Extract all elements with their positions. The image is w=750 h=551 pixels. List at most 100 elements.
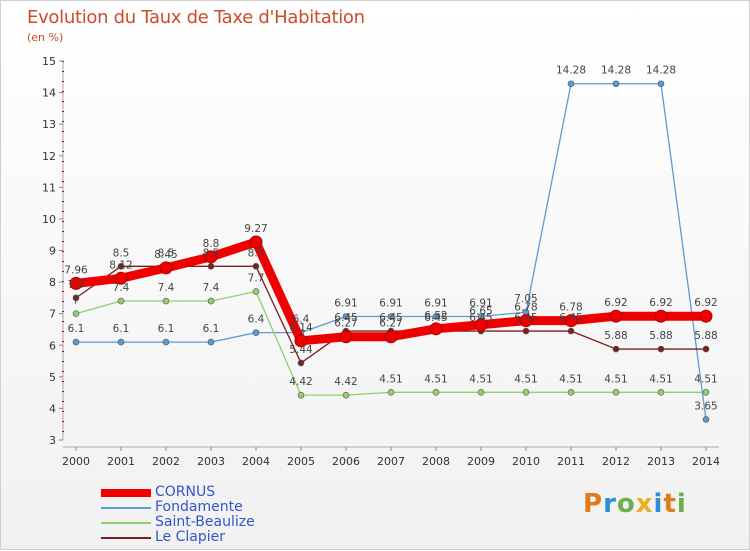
data-label: 5.88 <box>649 330 672 342</box>
x-tick-label: 2013 <box>647 455 675 468</box>
data-label: 6.1 <box>113 323 130 335</box>
y-tick-label: 4 <box>49 402 56 415</box>
data-point <box>297 391 305 399</box>
data-label: 8.5 <box>248 247 265 259</box>
data-label: 6.14 <box>289 322 313 334</box>
data-point <box>432 313 440 320</box>
x-tick-label: 2004 <box>242 455 270 468</box>
x-tick-label: 2012 <box>602 455 630 468</box>
y-unit-label: (en %) <box>27 31 64 44</box>
data-label: 6.92 <box>649 297 672 309</box>
data-label: 8.5 <box>113 247 130 259</box>
data-point <box>612 389 620 396</box>
x-tick-label: 2011 <box>557 455 585 468</box>
data-point <box>252 262 260 270</box>
data-label: 5.44 <box>289 344 313 356</box>
data-label: 6.45 <box>334 312 357 324</box>
data-point <box>657 345 665 353</box>
logo-letter: t <box>663 489 677 519</box>
data-label: 4.42 <box>289 376 312 388</box>
legend-swatch <box>101 507 151 509</box>
data-point <box>477 389 485 396</box>
legend-label: Le Clapier <box>155 529 226 545</box>
data-label: 7.4 <box>203 282 220 294</box>
logo-letter: i <box>653 489 664 519</box>
data-label: 4.51 <box>379 373 402 385</box>
data-point <box>654 309 668 323</box>
data-label: 6.27 <box>334 318 357 330</box>
y-tick-label: 13 <box>42 118 56 131</box>
data-point <box>429 322 443 336</box>
data-label: 14.28 <box>556 65 586 77</box>
y-tick-label: 9 <box>49 245 56 258</box>
x-tick-label: 2009 <box>467 455 495 468</box>
data-point <box>252 288 260 295</box>
y-tick-label: 3 <box>49 434 56 447</box>
data-label: 6.27 <box>379 318 402 330</box>
series-layer <box>69 80 713 423</box>
data-label: 6.45 <box>559 312 582 324</box>
data-point <box>207 338 215 346</box>
y-tick-label: 6 <box>49 339 56 352</box>
data-point <box>114 271 128 285</box>
data-point <box>72 310 80 317</box>
data-label: 7.5 <box>68 279 85 291</box>
data-label: 7 <box>73 295 80 307</box>
data-label: 4.51 <box>604 373 627 385</box>
data-label: 6.45 <box>514 312 537 324</box>
data-label: 6.45 <box>469 312 492 324</box>
x-tick-label: 2005 <box>287 455 315 468</box>
axes: 3 4 5 6 7 8 9 10 11 12 13 14 15 2000 2001 2002 2003 2004 2… <box>42 55 720 468</box>
data-point <box>252 329 260 336</box>
data-point <box>702 345 710 353</box>
data-point <box>657 389 665 396</box>
x-tick-label: 2002 <box>152 455 180 468</box>
data-point <box>567 80 575 88</box>
data-label: 7.96 <box>64 264 88 276</box>
data-label: 9.27 <box>244 223 267 235</box>
data-label: 6.91 <box>424 298 447 310</box>
y-tick-label: 12 <box>42 150 56 163</box>
legend-label: Fondamente <box>155 499 243 515</box>
data-label: 6.78 <box>514 302 537 314</box>
data-label: 6.65 <box>469 306 492 318</box>
legend-label: Saint-Beaulize <box>155 514 255 530</box>
logo-letter: P <box>583 489 604 519</box>
x-tick-label: 2007 <box>377 455 405 468</box>
data-label: 4.51 <box>514 373 537 385</box>
data-label: 6.91 <box>469 298 492 310</box>
data-label: 5.88 <box>694 330 717 342</box>
data-point <box>657 80 665 88</box>
data-label: 5.88 <box>604 330 627 342</box>
x-tick-label: 2001 <box>107 455 135 468</box>
data-label: 8.12 <box>109 259 132 271</box>
x-tick-label: 2014 <box>692 455 720 468</box>
y-tick-label: 8 <box>49 276 56 289</box>
data-point <box>609 309 623 323</box>
data-point <box>117 262 125 270</box>
data-label: 4.51 <box>694 373 717 385</box>
data-point <box>162 338 170 346</box>
data-label: 6.52 <box>424 310 447 322</box>
data-point <box>702 389 710 396</box>
chart-title: Evolution du Taux de Taxe d'Habitation <box>27 7 365 28</box>
data-point <box>519 314 533 328</box>
legend-swatch <box>101 522 151 524</box>
data-point <box>522 389 530 396</box>
data-point <box>567 389 575 396</box>
x-tick-label: 2008 <box>422 455 450 468</box>
data-label: 6.91 <box>334 298 357 310</box>
data-point <box>612 80 620 88</box>
data-label: 7.7 <box>248 273 265 285</box>
data-point <box>162 297 170 305</box>
data-point <box>72 338 80 346</box>
data-point <box>387 313 395 320</box>
data-label: 7.4 <box>158 282 175 294</box>
data-point <box>117 338 125 346</box>
data-label: 6.78 <box>559 302 582 314</box>
legend-label: CORNUS <box>155 484 216 500</box>
logo-letter: i <box>676 489 687 519</box>
x-tick-label: 2003 <box>197 455 225 468</box>
